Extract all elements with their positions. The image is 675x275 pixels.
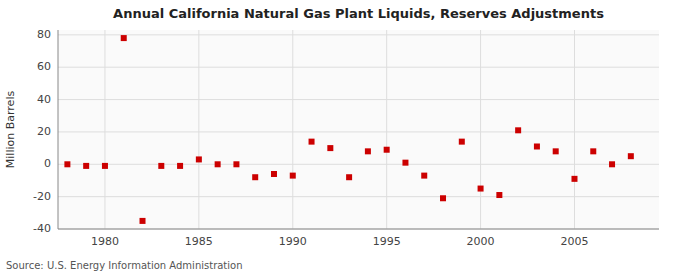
x-tick-label: 2005 — [560, 235, 588, 248]
y-tick-label: 0 — [44, 157, 51, 170]
x-tick-label: 1990 — [279, 235, 307, 248]
y-tick-label: 60 — [37, 60, 51, 73]
y-tick-label: 20 — [37, 125, 51, 138]
plot-background — [58, 30, 659, 229]
point — [440, 195, 446, 201]
y-axis-line — [58, 30, 59, 229]
point — [252, 174, 258, 180]
chart-svg: -40 -20 0 20 40 60 80 1980 1985 1990 1995 2000 2005 A… — [0, 0, 675, 275]
point — [64, 161, 70, 167]
point — [365, 148, 371, 154]
point — [102, 163, 108, 169]
point — [553, 148, 559, 154]
point — [534, 143, 540, 149]
point — [196, 156, 202, 162]
point — [590, 148, 596, 154]
point — [140, 218, 146, 224]
y-grid-line — [58, 164, 659, 165]
point — [496, 192, 502, 198]
point — [421, 173, 427, 179]
axes: -40 -20 0 20 40 60 80 1980 1985 1990 1995 2000 2005 — [33, 28, 659, 248]
x-grid-line — [574, 30, 575, 229]
point — [309, 139, 315, 145]
x-grid-line — [292, 30, 293, 229]
point — [515, 127, 521, 133]
y-axis-label: Million Barrels — [4, 91, 17, 169]
grid — [58, 30, 659, 229]
y-tick-label: 80 — [37, 28, 51, 41]
chart-title: Annual California Natural Gas Plant Liqu… — [113, 6, 604, 21]
source-note: Source: U.S. Energy Information Administ… — [6, 260, 243, 271]
y-grid-line — [58, 34, 659, 35]
point — [290, 173, 296, 179]
y-grid-line — [58, 67, 659, 68]
point — [402, 160, 408, 166]
points — [64, 35, 633, 224]
point — [177, 163, 183, 169]
point — [346, 174, 352, 180]
point — [158, 163, 164, 169]
x-tick-label: 1980 — [91, 235, 119, 248]
chart-container: -40 -20 0 20 40 60 80 1980 1985 1990 1995 2000 2005 A… — [0, 0, 675, 275]
y-grid-line — [58, 229, 659, 230]
y-grid-line — [58, 196, 659, 197]
x-tick-label: 1995 — [373, 235, 401, 248]
y-tick-label: -20 — [33, 190, 51, 203]
point — [121, 35, 127, 41]
point — [215, 161, 221, 167]
x-tick-label: 2000 — [467, 235, 495, 248]
point — [233, 161, 239, 167]
x-grid-line — [198, 30, 199, 229]
x-grid-line — [104, 30, 105, 229]
point — [628, 153, 634, 159]
y-tick-label: 40 — [37, 93, 51, 106]
point — [478, 186, 484, 192]
point — [83, 163, 89, 169]
y-grid-line — [58, 131, 659, 132]
point — [327, 145, 333, 151]
x-grid-line — [480, 30, 481, 229]
y-grid-line — [58, 99, 659, 100]
x-axis-line — [58, 229, 659, 230]
point — [271, 171, 277, 177]
x-grid-line — [386, 30, 387, 229]
point — [459, 139, 465, 145]
point — [609, 161, 615, 167]
y-tick-label: -40 — [33, 222, 51, 235]
point — [384, 147, 390, 153]
x-tick-label: 1985 — [185, 235, 213, 248]
point — [571, 176, 577, 182]
